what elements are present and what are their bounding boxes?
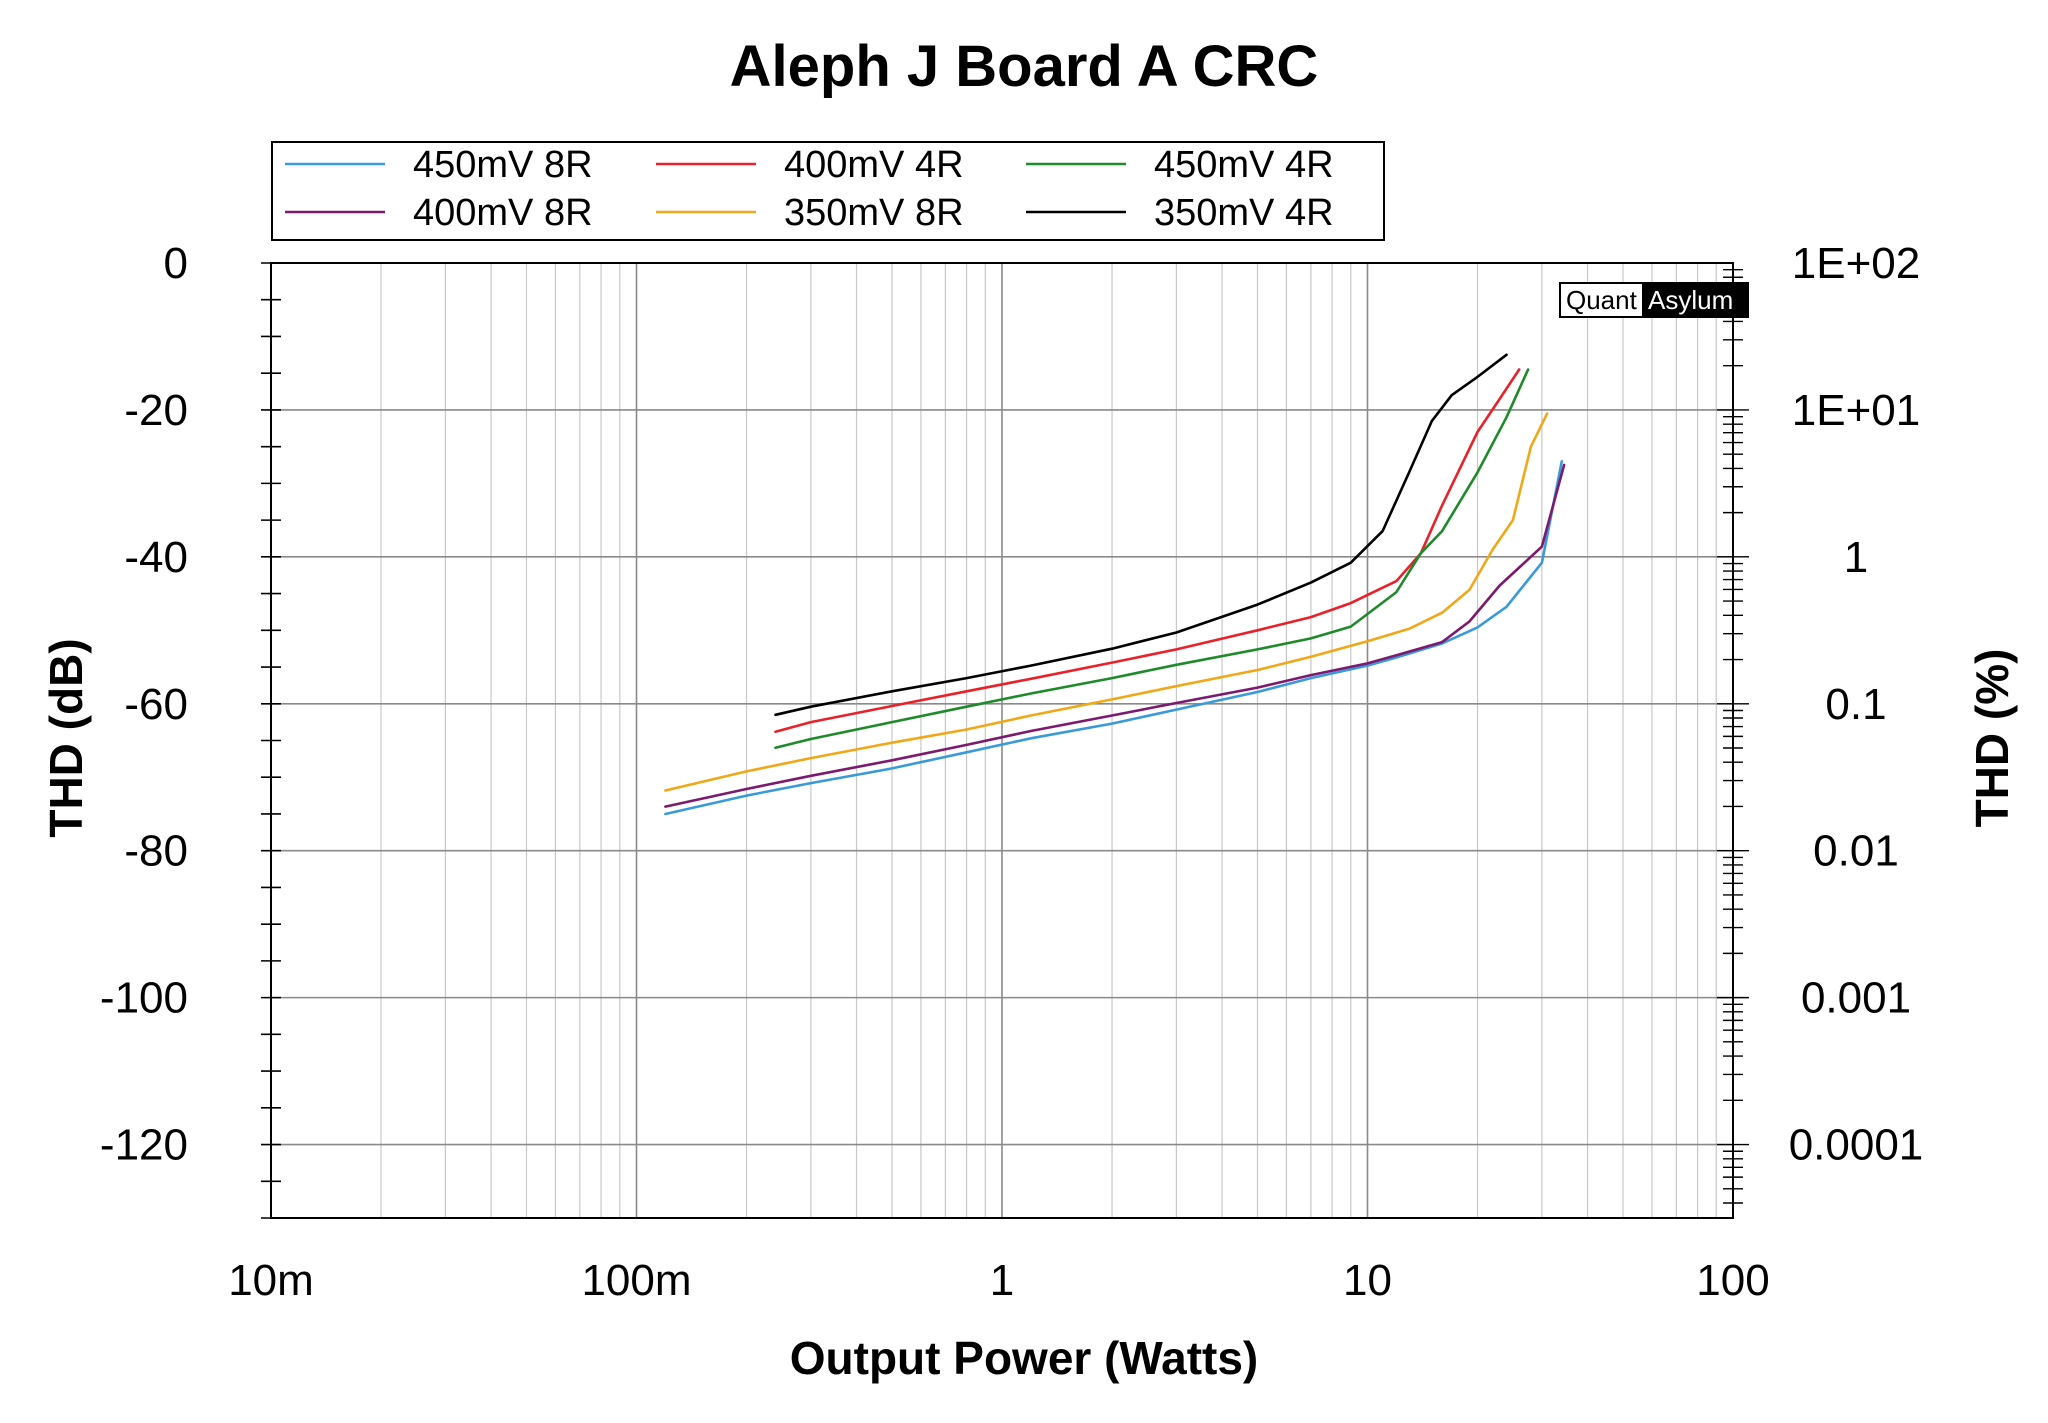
watermark-left: Quant (1566, 285, 1638, 315)
series-line-2 (774, 368, 1521, 734)
y2-tick-label: 1E+02 (1792, 239, 1920, 288)
y-axis-title: THD (dB) (40, 638, 92, 837)
y2-axis-title: THD (%) (1966, 649, 2018, 828)
x-tick-label: 10 (1343, 1256, 1392, 1305)
series-line-6 (774, 353, 1508, 717)
legend-label: 350mV 4R (1154, 192, 1334, 234)
y2-tick-label: 1E+01 (1792, 386, 1920, 435)
chart-title: Aleph J Board A CRC (730, 34, 1319, 99)
x-tick-label: 10m (228, 1256, 314, 1305)
legend-label: 400mV 8R (413, 192, 593, 234)
y-tick-label: -120 (100, 1121, 188, 1170)
left-axis: 0 -20 -40 -60 -80 -100 -120 (100, 239, 281, 1219)
legend-box (271, 141, 1385, 241)
x-axis-title: Output Power (Watts) (790, 1332, 1258, 1384)
y-tick-label: -40 (124, 533, 188, 582)
legend-label: 400mV 4R (784, 144, 964, 186)
y-tick-label: -80 (124, 827, 188, 876)
series-line-1 (664, 459, 1564, 816)
legend: 450mV 8R 400mV 4R 450mV 4R 400mV 8R 350mV 8R… (271, 141, 1385, 241)
y2-tick-label: 0.01 (1813, 827, 1899, 876)
y2-tick-label: 0.0001 (1789, 1121, 1924, 1170)
y2-tick-label: 0.001 (1801, 974, 1911, 1023)
watermark-right: Asylum (1648, 285, 1733, 315)
right-axis: 1E+02 1E+01 1 0.1 0.01 0.001 0.0001 (1717, 239, 1924, 1204)
legend-label: 450mV 4R (1154, 144, 1334, 186)
y2-tick-label: 0.1 (1825, 680, 1886, 729)
plot-grid (270, 262, 1734, 1218)
quantasylum-watermark: Quant Asylum (1559, 282, 1749, 318)
series-line-5 (664, 412, 1549, 792)
legend-label: 350mV 8R (784, 192, 964, 234)
plot-frame (270, 262, 1734, 1219)
x-axis: 10m 100m 1 10 100 (228, 1256, 1770, 1305)
series-layer (664, 353, 1566, 816)
series-line-4 (664, 463, 1566, 808)
x-tick-label: 100m (581, 1256, 691, 1305)
x-tick-label: 1 (990, 1256, 1014, 1305)
y-tick-label: 0 (164, 239, 188, 288)
y-tick-label: -20 (124, 386, 188, 435)
x-tick-label: 100 (1696, 1256, 1769, 1305)
y2-tick-label: 1 (1844, 533, 1868, 582)
series-line-3 (774, 368, 1530, 750)
y-tick-label: -60 (124, 680, 188, 729)
legend-label: 450mV 8R (413, 144, 593, 186)
y-tick-label: -100 (100, 974, 188, 1023)
